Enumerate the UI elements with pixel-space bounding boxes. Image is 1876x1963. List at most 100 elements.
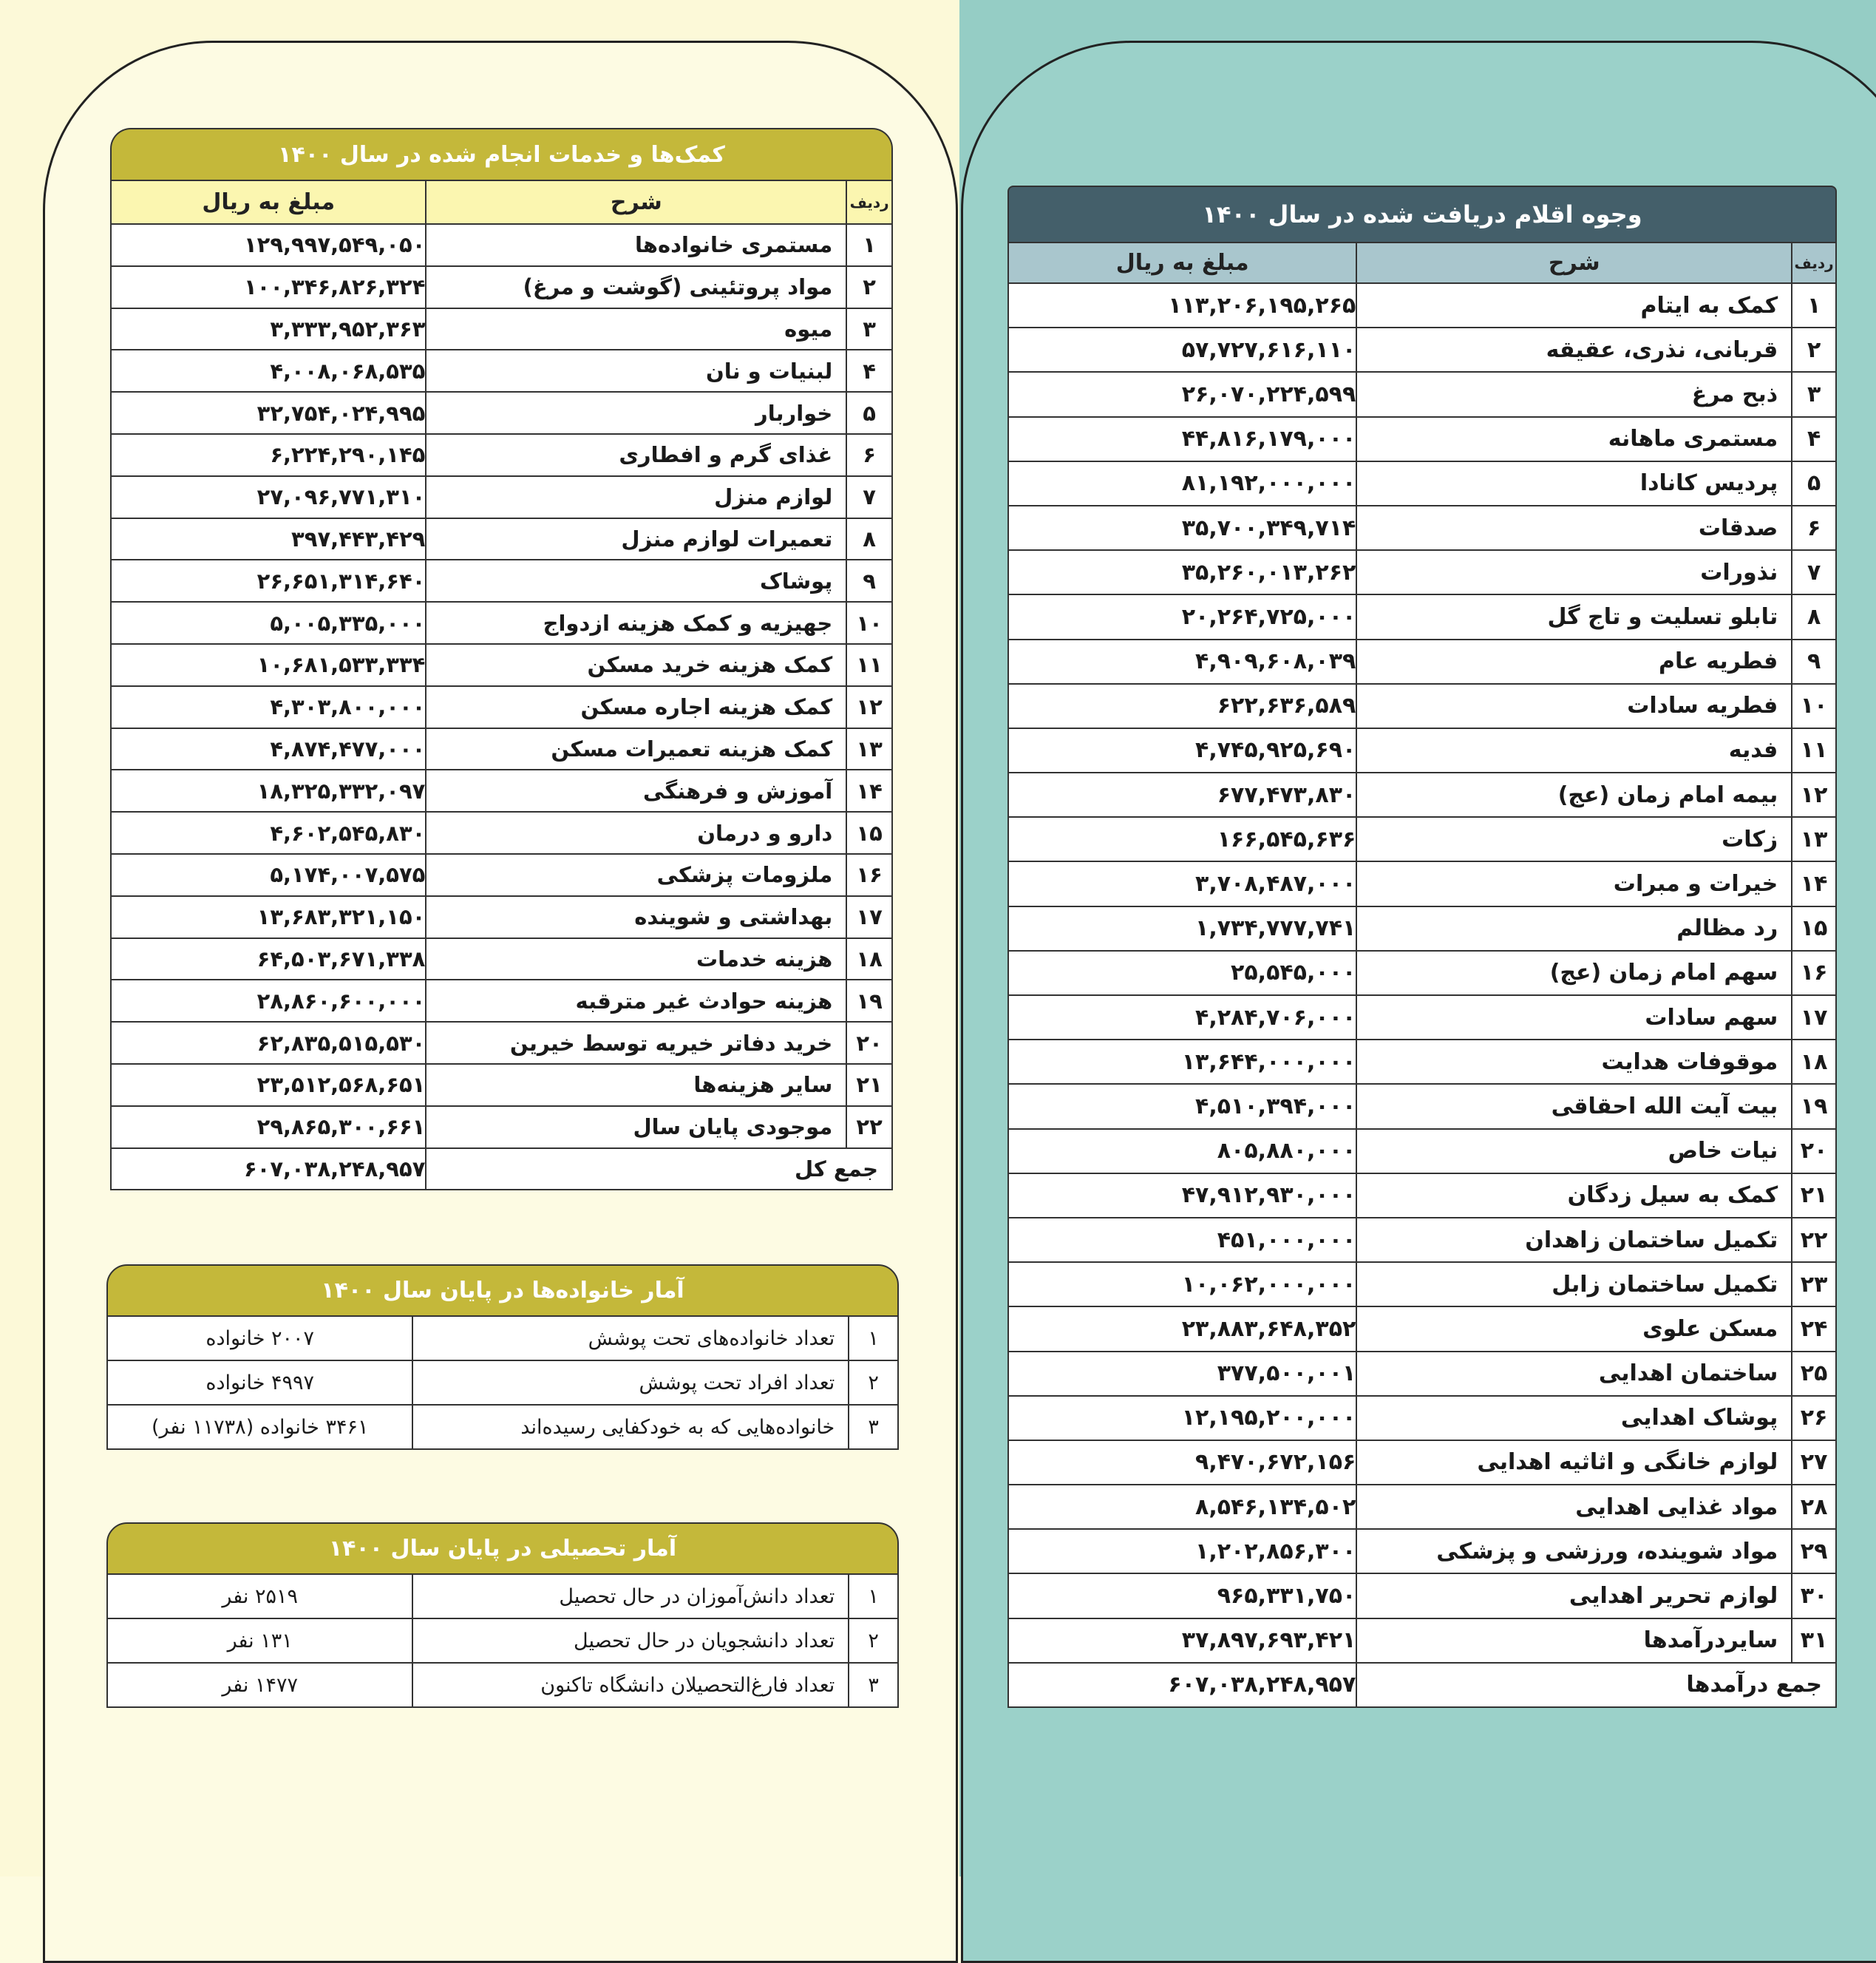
row-description: پردیس کانادا xyxy=(1356,461,1791,505)
row-value: ۴۹۹۷ خانواده xyxy=(205,1371,315,1394)
row-index: ۱۳ xyxy=(846,728,891,770)
families-table-title: آمار خانواده‌ها در پایان سال ۱۴۰۰ xyxy=(106,1264,899,1317)
row-index: ۹ xyxy=(846,560,891,602)
table-row: ۸ تابلو تسلیت و تاج گل ۲۰,۲۶۴,۷۲۵,۰۰۰ xyxy=(1007,595,1837,640)
row-amount: ۸۱,۱۹۲,۰۰۰,۰۰۰ xyxy=(1181,470,1356,497)
row-description: جهیزیه و کمک هزینه ازدواج xyxy=(425,603,846,643)
education-stats-table: آمار تحصیلی در پایان سال ۱۴۰۰ ۱ تعداد دان… xyxy=(106,1522,899,1708)
row-index: ۹ xyxy=(1791,640,1835,683)
row-amount: ۴,۶۰۲,۵۴۵,۸۳۰ xyxy=(270,820,426,846)
table-row: ۲۸ مواد غذایی اهدایی ۸,۵۴۶,۱۳۴,۵۰۲ xyxy=(1007,1485,1837,1530)
row-index: ۱۷ xyxy=(1791,996,1835,1040)
table-row: ۲۳ تکمیل ساختمان زابل ۱۰,۰۶۲,۰۰۰,۰۰۰ xyxy=(1007,1263,1837,1308)
row-description: کمک هزینه تعمیرات مسکن xyxy=(425,728,846,770)
row-index: ۳ xyxy=(1791,373,1835,416)
row-description: تعداد افراد تحت پوشش xyxy=(412,1361,848,1404)
total-label: جمع درآمدها xyxy=(1356,1663,1835,1706)
row-amount: ۲۹,۸۶۵,۳۰۰,۶۶۱ xyxy=(256,1114,426,1140)
row-amount: ۳۷۷,۵۰۰,۰۰۱ xyxy=(1217,1360,1356,1387)
row-description: صدقات xyxy=(1356,506,1791,550)
row-description: مستمری خانواده‌ها xyxy=(425,225,846,265)
table-row: ۱۴ خیرات و مبرات ۳,۷۰۸,۴۸۷,۰۰۰ xyxy=(1007,862,1837,907)
aid-table-column-header: ردیف شرح مبلغ به ریال xyxy=(110,180,893,225)
row-description: ساختمان اهدایی xyxy=(1356,1352,1791,1395)
row-amount: ۶۲۲,۶۳۶,۵۸۹ xyxy=(1217,693,1356,719)
row-index: ۲۸ xyxy=(1791,1485,1835,1529)
table-row: ۱۰ جهیزیه و کمک هزینه ازدواج ۵,۰۰۵,۳۳۵,۰۰۰ xyxy=(110,603,893,645)
table-row: ۱۳ کمک هزینه تعمیرات مسکن ۴,۸۷۴,۴۷۷,۰۰۰ xyxy=(110,728,893,771)
row-amount: ۲۷,۰۹۶,۷۷۱,۳۱۰ xyxy=(256,484,426,510)
row-description: هزینه خدمات xyxy=(425,938,846,980)
row-amount: ۱۰۰,۳۴۶,۸۲۶,۳۲۴ xyxy=(243,274,426,300)
row-index: ۲ xyxy=(848,1619,897,1662)
table-row: ۱۲ بیمه امام زمان (عج) ۶۷۷,۴۷۳,۸۳۰ xyxy=(1007,773,1837,818)
row-amount: ۲۳,۵۱۲,۵۶۸,۶۵۱ xyxy=(256,1072,426,1098)
table-row: ۱۷ بهداشتی و شوینده ۱۳,۶۸۳,۳۲۱,۱۵۰ xyxy=(110,896,893,939)
aid-table-body: ۱ مستمری خانواده‌ها ۱۲۹,۹۹۷,۵۴۹,۰۵۰ ۲ مواد پ… xyxy=(110,225,893,1191)
row-amount: ۵,۱۷۴,۰۰۷,۵۷۵ xyxy=(270,862,426,888)
row-description: کمک به ایتام xyxy=(1356,284,1791,328)
row-amount: ۴,۰۰۸,۰۶۸,۵۳۵ xyxy=(270,358,426,384)
table-row: ۲۰ خرید دفاتر خیریه توسط خیرین ۶۲,۸۳۵,۵۱۵,… xyxy=(110,1023,893,1065)
row-amount: ۲۶,۰۷۰,۲۲۴,۵۹۹ xyxy=(1181,381,1356,407)
row-index: ۶ xyxy=(1791,506,1835,550)
row-index: ۲۰ xyxy=(1791,1129,1835,1173)
table-row: ۱۶ ملزومات پزشکی ۵,۱۷۴,۰۰۷,۵۷۵ xyxy=(110,854,893,897)
row-index: ۲ xyxy=(846,266,891,308)
row-amount: ۸,۵۴۶,۱۳۴,۵۰۲ xyxy=(1195,1494,1356,1520)
row-index: ۱۰ xyxy=(846,603,891,643)
table-row: ۱ تعداد دانش‌آموزان در حال تحصیل ۲۵۱۹ نفر xyxy=(106,1575,899,1619)
row-index: ۳۱ xyxy=(1791,1618,1835,1662)
row-amount: ۴,۵۱۰,۳۹۴,۰۰۰ xyxy=(1195,1093,1356,1119)
row-amount: ۹۶۵,۳۳۱,۷۵۰ xyxy=(1217,1583,1356,1610)
row-index: ۷ xyxy=(1791,551,1835,594)
table-row: ۱۵ دارو و درمان ۴,۶۰۲,۵۴۵,۸۳۰ xyxy=(110,813,893,855)
row-description: موجودی پایان سال xyxy=(425,1106,846,1147)
row-index: ۱۶ xyxy=(1791,951,1835,994)
row-description: پوشاک xyxy=(425,560,846,602)
row-value: ۱۳۱ نفر xyxy=(227,1629,293,1652)
aid-services-table: کمک‌ها و خدمات انجام شده در سال ۱۴۰۰ ردی… xyxy=(110,128,893,1191)
row-amount: ۹,۴۷۰,۶۷۲,۱۵۶ xyxy=(1195,1449,1356,1476)
row-index: ۲۳ xyxy=(1791,1263,1835,1306)
table-row: ۲۴ مسکن علوی ۲۳,۸۸۳,۶۴۸,۳۵۲ xyxy=(1007,1307,1837,1352)
row-amount: ۴,۷۴۵,۹۲۵,۶۹۰ xyxy=(1195,737,1356,764)
table-row: ۳ ذبح مرغ ۲۶,۰۷۰,۲۲۴,۵۹۹ xyxy=(1007,373,1837,418)
row-description: مواد پروتئینی (گوشت و مرغ) xyxy=(425,266,846,308)
table-row: ۲۷ لوازم خانگی و اثاثیه اهدایی ۹,۴۷۰,۶۷۲,۱… xyxy=(1007,1440,1837,1486)
row-amount: ۴۵۱,۰۰۰,۰۰۰ xyxy=(1217,1227,1356,1253)
row-description: بهداشتی و شوینده xyxy=(425,896,846,938)
row-description: تابلو تسلیت و تاج گل xyxy=(1356,595,1791,639)
row-amount: ۱۰,۰۶۲,۰۰۰,۰۰۰ xyxy=(1181,1271,1356,1298)
table-row: ۱۵ رد مظالم ۱,۷۳۴,۷۷۷,۷۴۱ xyxy=(1007,906,1837,952)
row-description: فطریه عام xyxy=(1356,640,1791,683)
row-index: ۴ xyxy=(846,350,891,392)
row-description: خرید دفاتر خیریه توسط خیرین xyxy=(425,1023,846,1063)
table-row: ۲۱ سایر هزینه‌ها ۲۳,۵۱۲,۵۶۸,۶۵۱ xyxy=(110,1064,893,1107)
row-description: تکمیل ساختمان زابل xyxy=(1356,1263,1791,1306)
row-amount: ۴,۳۰۳,۸۰۰,۰۰۰ xyxy=(270,694,426,720)
row-amount: ۳,۷۰۸,۴۸۷,۰۰۰ xyxy=(1195,871,1356,898)
row-description: پوشاک اهدایی xyxy=(1356,1396,1791,1440)
row-description: سهم امام زمان (عج) xyxy=(1356,951,1791,994)
row-description: میوه xyxy=(425,308,846,350)
row-amount: ۱۲۹,۹۹۷,۵۴۹,۰۵۰ xyxy=(243,232,426,258)
row-description: مواد غذایی اهدایی xyxy=(1356,1485,1791,1529)
row-amount: ۴,۹۰۹,۶۰۸,۰۳۹ xyxy=(1195,648,1356,675)
aid-table-title: کمک‌ها و خدمات انجام شده در سال ۱۴۰۰ xyxy=(110,128,893,180)
row-description: لبنیات و نان xyxy=(425,350,846,392)
table-row: ۵ خواربار ۳۲,۷۵۴,۰۲۴,۹۹۵ xyxy=(110,393,893,435)
table-row: ۸ تعمیرات لوازم منزل ۳۹۷,۴۴۳,۴۲۹ xyxy=(110,518,893,561)
row-description: بیمه امام زمان (عج) xyxy=(1356,773,1791,817)
row-description: هزینه حوادث غیر مترقبه xyxy=(425,980,846,1022)
row-amount: ۲۳,۸۸۳,۶۴۸,۳۵۲ xyxy=(1181,1315,1356,1342)
total-amount: ۶۰۷,۰۳۸,۲۴۸,۹۵۷ xyxy=(243,1156,426,1181)
row-amount: ۵,۰۰۵,۳۳۵,۰۰۰ xyxy=(270,610,426,636)
row-index: ۱۱ xyxy=(1791,728,1835,773)
row-description: لوازم تحریر اهدایی xyxy=(1356,1574,1791,1618)
column-amount: مبلغ به ریال xyxy=(202,189,336,215)
income-table-body: ۱ کمک به ایتام ۱۱۳,۲۰۶,۱۹۵,۲۶۵ ۲ قربانی، نذر… xyxy=(1007,284,1837,1708)
row-index: ۷ xyxy=(846,476,891,518)
row-description: دارو و درمان xyxy=(425,813,846,853)
row-description: لوازم خانگی و اثاثیه اهدایی xyxy=(1356,1440,1791,1485)
